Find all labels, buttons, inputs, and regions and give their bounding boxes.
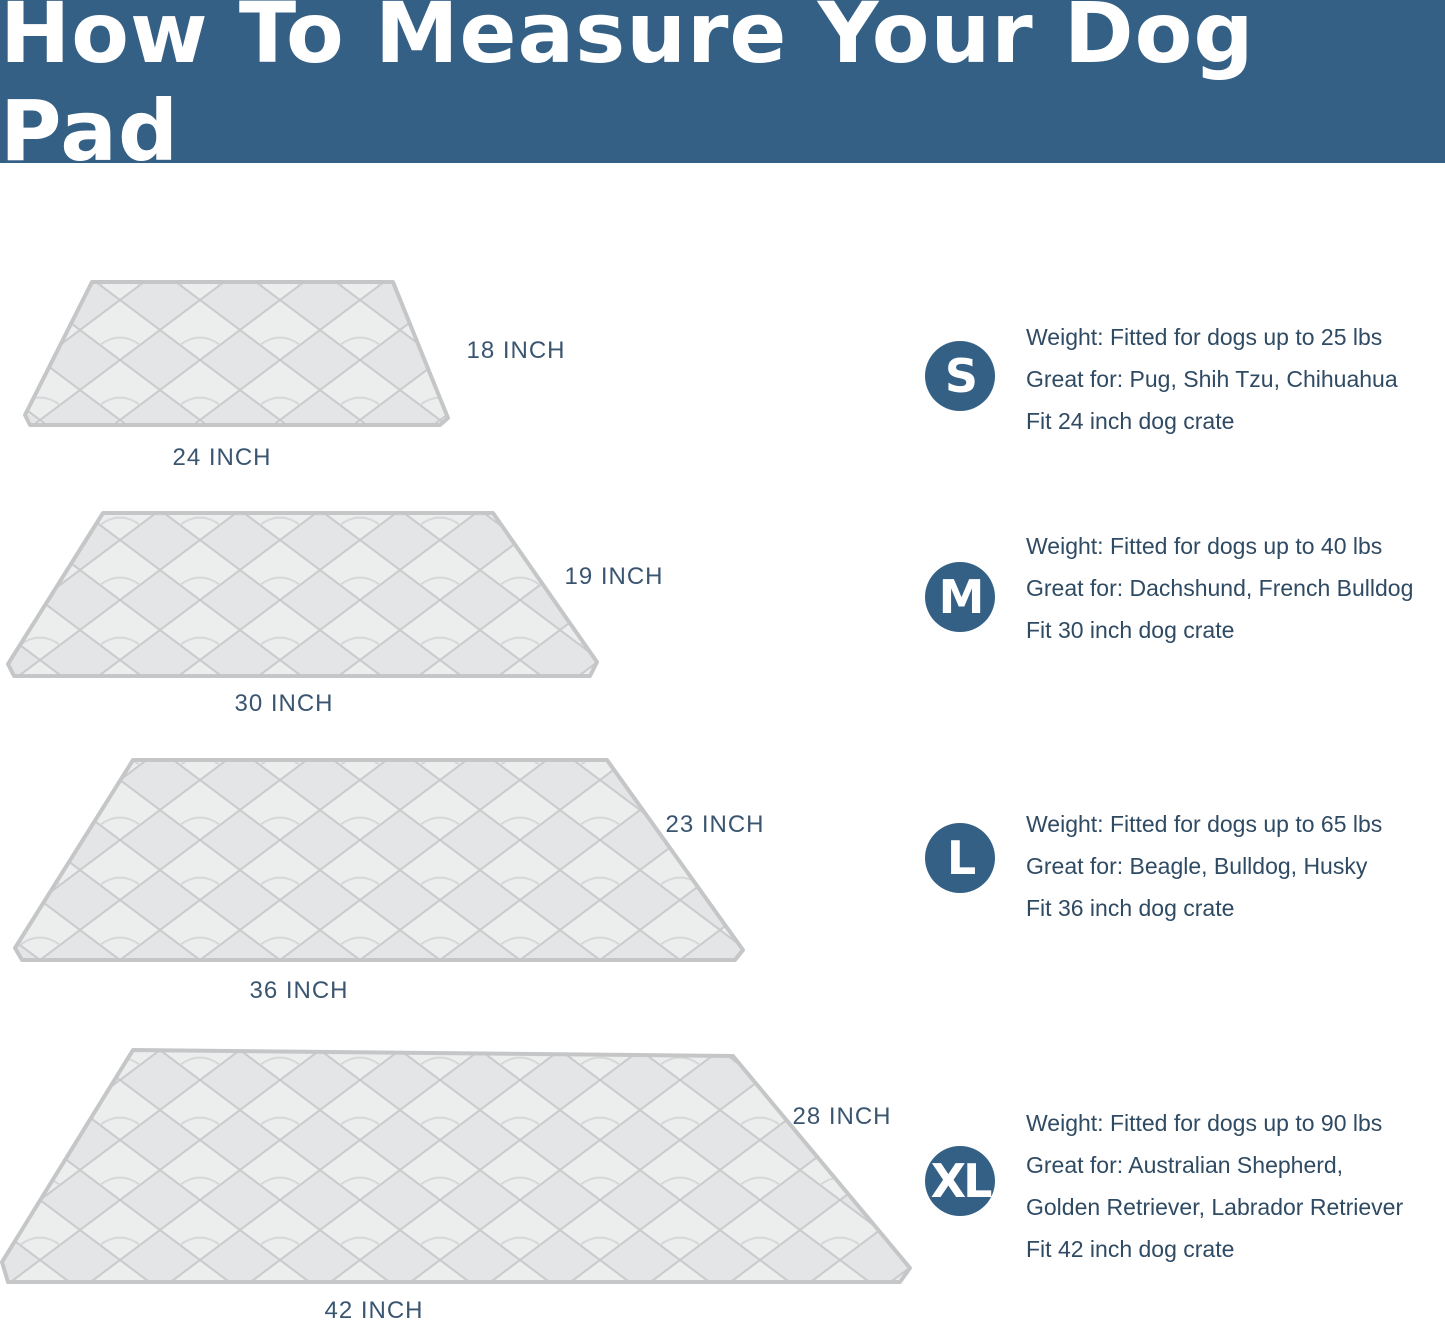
crate-text: Fit 36 inch dog crate [1026, 895, 1235, 921]
crate-text: Fit 30 inch dog crate [1026, 617, 1235, 643]
size-badge-l: L [925, 823, 995, 893]
pad-image-xl [0, 1048, 912, 1284]
breeds-text-continued: Golden Retriever, Labrador Retriever [1026, 1194, 1404, 1220]
breeds-text: Great for: Pug, Shih Tzu, Chihuahua [1026, 366, 1398, 392]
size-info-xl: Weight: Fitted for dogs up to 90 lbs Gre… [1026, 1102, 1403, 1270]
size-badge-s: S [925, 341, 995, 411]
weight-text: Weight: Fitted for dogs up to 65 lbs [1026, 811, 1383, 837]
pad-image-s [23, 280, 450, 427]
pad-image-m [6, 511, 599, 678]
weight-text: Weight: Fitted for dogs up to 25 lbs [1026, 324, 1383, 350]
width-label-m: 19 INCH [564, 563, 664, 590]
length-label-m: 30 INCH [234, 690, 334, 717]
size-info-s: Weight: Fitted for dogs up to 25 lbs Gre… [1026, 316, 1398, 442]
length-label-s: 24 INCH [172, 444, 272, 471]
width-label-xl: 28 INCH [792, 1103, 892, 1130]
pad-image-l [13, 758, 745, 962]
width-label-l: 23 INCH [665, 811, 765, 838]
page-title: How To Measure Your Dog Pad [0, 0, 1255, 180]
length-label-l: 36 INCH [249, 977, 349, 1004]
length-label-xl: 42 INCH [324, 1297, 424, 1324]
crate-text: Fit 42 inch dog crate [1026, 1236, 1235, 1262]
size-info-m: Weight: Fitted for dogs up to 40 lbs Gre… [1026, 525, 1413, 651]
size-badge-m: M [925, 562, 995, 632]
breeds-text: Great for: Australian Shepherd, [1026, 1152, 1344, 1178]
size-badge-xl: XL [925, 1146, 995, 1216]
width-label-s: 18 INCH [466, 337, 566, 364]
breeds-text: Great for: Dachshund, French Bulldog [1026, 575, 1414, 601]
breeds-text: Great for: Beagle, Bulldog, Husky [1026, 853, 1368, 879]
weight-text: Weight: Fitted for dogs up to 40 lbs [1026, 533, 1383, 559]
weight-text: Weight: Fitted for dogs up to 90 lbs [1026, 1110, 1383, 1136]
header-banner: How To Measure Your Dog Pad [0, 0, 1445, 180]
crate-text: Fit 24 inch dog crate [1026, 408, 1235, 434]
size-info-l: Weight: Fitted for dogs up to 65 lbs Gre… [1026, 803, 1382, 929]
